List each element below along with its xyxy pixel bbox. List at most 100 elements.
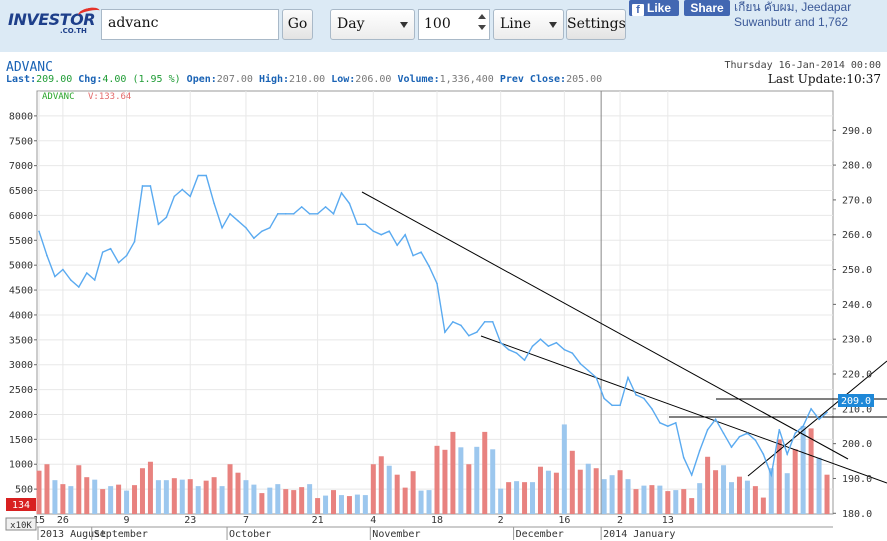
price-point [659, 421, 661, 424]
volume-bar [394, 474, 400, 514]
x-axis-day-label: 2 [498, 515, 504, 526]
x-axis-day-label: 4 [370, 515, 376, 526]
price-point [627, 376, 629, 379]
volume-bar [689, 498, 695, 514]
price-point [133, 240, 136, 243]
quote-date: Thursday 16-Jan-2014 00:00 [724, 60, 881, 71]
left-axis-label: 5500 [9, 236, 33, 247]
bar-count-stepper[interactable]: 100 [418, 9, 490, 40]
left-axis-label: 6500 [9, 186, 33, 197]
volume-bar [514, 481, 520, 514]
x-axis-month-label: 2013 August [40, 529, 106, 540]
volume-bar [482, 431, 488, 514]
facebook-like-button[interactable]: f Like [629, 0, 679, 16]
volume-bar [522, 482, 528, 514]
trend-line-rising [747, 360, 887, 477]
price-point [332, 213, 335, 215]
x-axis-month-label: November [372, 529, 420, 540]
symbol-search-input[interactable]: advanc [101, 9, 279, 40]
current-volume-tag [6, 498, 36, 511]
price-point [46, 254, 48, 257]
right-axis-label: 190.0 [842, 474, 872, 485]
open-value: 207.00 [216, 74, 253, 85]
volume-bar [259, 493, 265, 514]
price-point [563, 348, 566, 351]
volume-bar [291, 490, 297, 514]
price-point [77, 286, 80, 288]
go-button[interactable]: Go [282, 9, 313, 40]
price-point [682, 456, 685, 459]
volume-bar [418, 490, 424, 514]
price-point [388, 230, 391, 233]
price-point [539, 338, 542, 340]
facebook-share-button[interactable]: Share [684, 0, 730, 16]
price-point [531, 345, 534, 347]
volume-bar [410, 471, 416, 514]
volume-bar [545, 470, 551, 514]
price-point [117, 261, 120, 264]
x-axis-day-label: 23 [184, 515, 196, 526]
volume-bar [92, 479, 98, 514]
right-axis-label: 230.0 [842, 335, 872, 346]
prev-close-value: 205.00 [566, 74, 603, 85]
volume-bar [346, 496, 352, 514]
price-point [173, 195, 176, 198]
volume-bar [585, 463, 591, 514]
volume-bar [657, 485, 663, 514]
price-point [276, 213, 279, 215]
volume-bar [474, 446, 480, 514]
volume-bar [577, 469, 583, 514]
right-axis-label: 250.0 [842, 265, 872, 276]
volume-bar [633, 489, 639, 514]
price-point [436, 282, 438, 285]
volume-bar [155, 480, 161, 514]
legend-volume: V:133.64 [88, 92, 131, 102]
price-tag-text: 209.0 [841, 396, 871, 407]
price-point [54, 275, 56, 278]
volume-bars [36, 424, 830, 514]
chg-label: Chg: [78, 74, 103, 85]
volume-bar [776, 439, 782, 514]
volume-bar [530, 482, 536, 514]
social-friends-text[interactable]: เกียน คับผม, Jeedapar Suwanbutr and 1,76… [734, 0, 852, 29]
price-point [253, 237, 255, 240]
price-point [794, 432, 796, 435]
x-axis-day-label: 26 [57, 515, 69, 526]
price-point [754, 439, 757, 441]
last-update: Last Update:10:37 [767, 72, 881, 86]
price-point [730, 446, 733, 448]
price-point [412, 254, 414, 257]
price-point [356, 223, 359, 226]
price-point [698, 449, 701, 452]
volume-multiplier-box [5, 517, 37, 531]
settings-button[interactable]: Settings [566, 9, 626, 40]
price-point [452, 320, 454, 323]
logo-sub: .CO.TH [60, 27, 87, 35]
chart-type-select[interactable]: Line [493, 9, 564, 40]
price-point [738, 435, 741, 438]
price-point [316, 213, 319, 215]
price-point [292, 213, 295, 215]
right-axis-label: 210.0 [842, 404, 872, 415]
price-point [651, 408, 653, 410]
price-point [810, 408, 812, 410]
left-axis-label: 5000 [9, 261, 33, 272]
logo-swoosh-icon [77, 5, 101, 21]
price-line [38, 174, 828, 478]
left-axis-label: 1500 [9, 435, 33, 446]
price-volume-chart[interactable]: 500 1000 1500 2000 2500 3000 3500 4000 4500 5000 5… [0, 88, 887, 541]
stepper-arrows-icon[interactable] [478, 14, 486, 36]
left-axis-label: 7500 [9, 136, 33, 147]
price-point [165, 216, 168, 219]
quote-header: ADVANC Last:209.00 Chg:4.00 (1.95 %) Ope… [0, 60, 887, 88]
volume-value: 1,336,400 [439, 74, 494, 85]
price-point [261, 230, 263, 233]
logo-main: INVESTOR [8, 10, 96, 29]
volume-bar [235, 472, 241, 514]
x-axis-day-label: 7 [243, 515, 249, 526]
investor-logo[interactable]: INVESTOR .CO.TH [8, 5, 101, 36]
period-select[interactable]: Day [330, 9, 415, 40]
low-value: 206.00 [355, 74, 392, 85]
left-axis-label: 7000 [9, 161, 33, 172]
price-point [611, 404, 613, 407]
